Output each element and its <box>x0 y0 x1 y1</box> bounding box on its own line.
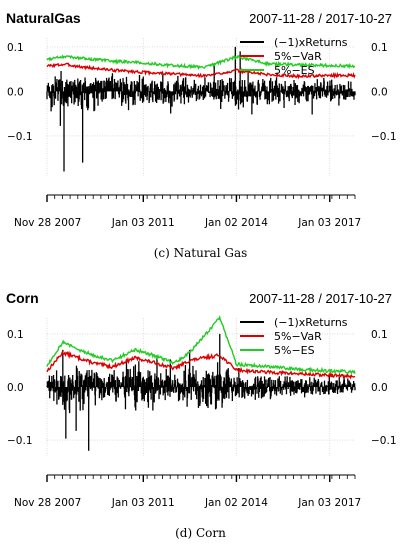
series-es <box>46 54 356 71</box>
x-axis: Nov 28 2007 Jan 03 2011 Jan 02 2014 Jan 03 … <box>14 474 361 509</box>
caption-corn: (d) Corn <box>175 526 226 540</box>
x-axis: Nov 28 2007 Jan 03 2011 Jan 02 2014 Jan 03 … <box>14 194 361 229</box>
x-tick-label: Nov 28 2007 <box>14 217 81 229</box>
chart-corn: Corn 2007-11-28 / 2017-10-27 −0.1 −0.1 0.0 0.… <box>0 280 401 520</box>
y-tick-label-right: 0.0 <box>371 382 388 394</box>
chart-title: Corn <box>6 290 39 306</box>
date-range: 2007-11-28 / 2017-10-27 <box>249 291 392 306</box>
y-tick-label-left: 0.0 <box>7 86 24 98</box>
chart-title: NaturalGas <box>6 10 81 26</box>
chart-natural-gas-svg: NaturalGas 2007-11-28 / 2017-10-27 −0.1 −0.… <box>6 10 397 229</box>
series-returns <box>46 333 356 451</box>
legend-label: 5%−ES <box>274 344 315 357</box>
x-tick-label: Jan 02 2014 <box>204 217 268 229</box>
caption-natural-gas: (c) Natural Gas <box>153 246 248 260</box>
y-tick-label-right: −0.1 <box>371 131 397 143</box>
legend-label: (−1)xReturns <box>274 36 348 49</box>
y-tick-label-left: −0.1 <box>7 435 33 447</box>
y-tick-label-left: 0.0 <box>7 382 24 394</box>
y-tick-label-left: 0.1 <box>7 329 24 341</box>
y-tick-label-left: −0.1 <box>7 131 33 143</box>
chart-corn-svg: Corn 2007-11-28 / 2017-10-27 −0.1 −0.1 0.0 0.… <box>6 290 397 509</box>
legend-label: (−1)xReturns <box>274 316 348 329</box>
x-tick-label: Jan 03 2017 <box>297 497 361 509</box>
series-var <box>46 62 356 80</box>
legend-label: 5%−VaR <box>274 50 322 63</box>
y-tick-label-right: 0.1 <box>371 329 388 341</box>
grid <box>46 318 355 456</box>
x-tick-label: Jan 03 2011 <box>111 497 175 509</box>
y-tick-label-right: 0.0 <box>371 86 388 98</box>
x-tick-label: Jan 03 2017 <box>297 217 361 229</box>
grid <box>46 38 355 176</box>
series-var <box>46 349 356 380</box>
date-range: 2007-11-28 / 2017-10-27 <box>249 11 392 26</box>
series-returns <box>46 46 356 172</box>
y-tick-label-right: 0.1 <box>371 42 388 54</box>
x-tick-label: Jan 02 2014 <box>204 497 268 509</box>
legend-label: 5%−VaR <box>274 330 322 343</box>
series-es <box>46 314 356 375</box>
x-tick-label: Jan 03 2011 <box>111 217 175 229</box>
y-tick-label-right: −0.1 <box>371 435 397 447</box>
x-tick-label: Nov 28 2007 <box>14 497 81 509</box>
legend-label: 5%−ES <box>274 64 315 77</box>
y-tick-label-left: 0.1 <box>7 42 24 54</box>
chart-natural-gas: NaturalGas 2007-11-28 / 2017-10-27 −0.1 −0.… <box>0 0 401 240</box>
